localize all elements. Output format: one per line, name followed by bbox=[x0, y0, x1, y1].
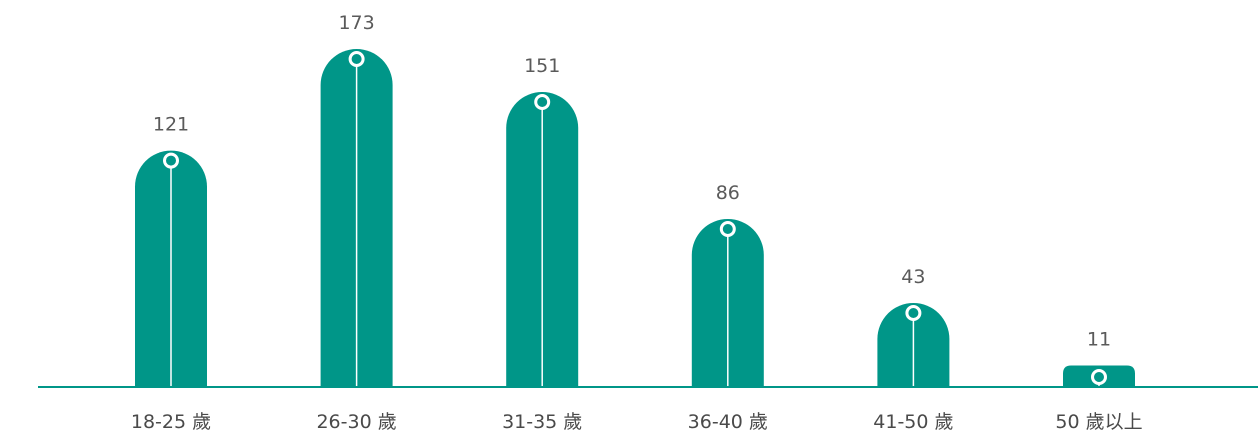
bar-marker-5 bbox=[905, 304, 922, 321]
x-tick-label-2: 26-30 歲 bbox=[316, 411, 396, 433]
bar-marker-4 bbox=[719, 220, 736, 237]
value-label-4: 86 bbox=[716, 182, 740, 204]
bar-marker-1 bbox=[163, 152, 179, 169]
value-label-1: 121 bbox=[153, 114, 189, 136]
bars-layer bbox=[135, 49, 1135, 387]
x-tick-label-6: 50 歲以上 bbox=[1055, 411, 1142, 433]
value-labels-layer: 121 173 151 86 43 11 bbox=[153, 12, 1111, 351]
bar-marker-3 bbox=[534, 93, 551, 110]
x-tick-label-5: 41-50 歲 bbox=[873, 411, 953, 433]
bar-marker-6 bbox=[1091, 369, 1107, 385]
x-tick-labels-layer: 18-25 歲 26-30 歲 31-35 歲 36-40 歲 41-50 歲 50 歲以… bbox=[131, 411, 1143, 433]
x-tick-label-1: 18-25 歲 bbox=[131, 411, 211, 433]
value-label-6: 11 bbox=[1087, 329, 1111, 351]
x-tick-label-4: 36-40 歲 bbox=[688, 411, 768, 433]
bar-marker-2 bbox=[348, 51, 365, 67]
value-label-5: 43 bbox=[901, 266, 925, 288]
value-label-3: 151 bbox=[524, 55, 560, 77]
x-tick-label-3: 31-35 歲 bbox=[502, 411, 582, 433]
value-label-2: 173 bbox=[338, 12, 374, 34]
